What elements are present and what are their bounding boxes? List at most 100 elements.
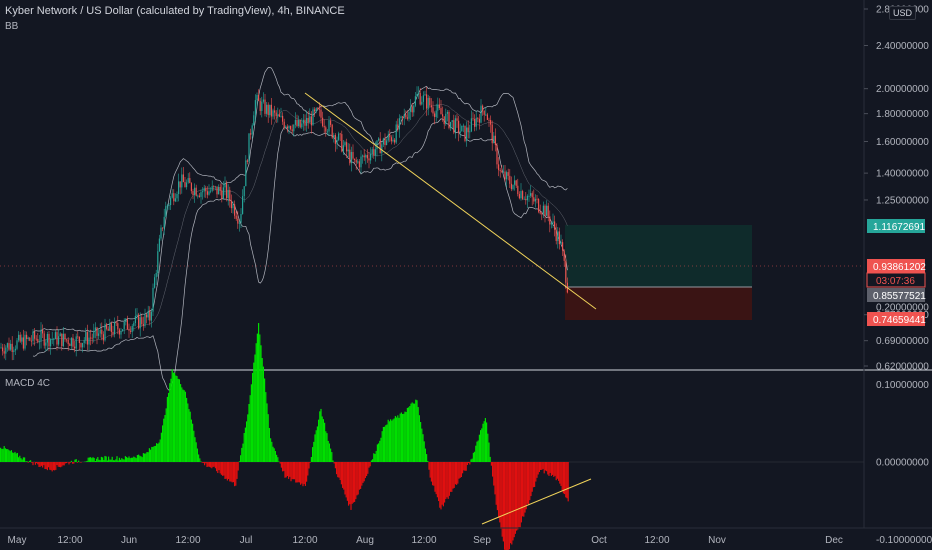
macd-bar (460, 462, 462, 478)
time-axis-tick: 12:00 (175, 535, 200, 546)
candle-body (515, 180, 517, 186)
macd-bar (374, 454, 376, 462)
time-axis-tick: 12:00 (411, 535, 436, 546)
macd-bar (326, 433, 328, 462)
macd-bar (386, 424, 388, 462)
macd-bar (520, 462, 522, 523)
macd-bar (555, 462, 557, 481)
macd-bar (66, 462, 68, 464)
candle-body (309, 116, 311, 123)
macd-bar (516, 462, 518, 531)
time-axis-tick: 12:00 (644, 535, 669, 546)
price-scale-tick: 1.25000000 (876, 195, 929, 206)
macd-bar (183, 390, 185, 462)
macd-bar (475, 445, 477, 462)
price-scale-tick: 2.40000000 (876, 41, 929, 52)
candle-body (424, 94, 426, 96)
macd-bar (235, 462, 237, 486)
candle-body (2, 347, 4, 352)
candle-body (246, 160, 248, 162)
macd-bar (313, 441, 315, 462)
chart-title: Kyber Network / US Dollar (calculated by… (5, 5, 345, 17)
candle-body (534, 198, 536, 202)
macd-bar (169, 383, 171, 462)
macd-bar (498, 462, 500, 518)
candle-body (352, 151, 354, 159)
candle-body (54, 332, 56, 339)
candle-body (14, 348, 16, 351)
candle-body (542, 205, 544, 214)
candle-body (224, 183, 226, 188)
macd-bar (309, 462, 311, 463)
macd-bar (195, 442, 197, 462)
macd-bar (297, 462, 299, 483)
candle-body (254, 100, 256, 116)
price-tag-stop-loss: 0.74659441 (867, 312, 926, 326)
indicator-label-macd[interactable]: MACD 4C (5, 378, 51, 389)
candle-body (82, 343, 84, 348)
macd-bar (507, 462, 509, 550)
price-scale-tick: 0.62000000 (876, 362, 929, 373)
candle-body (430, 105, 432, 108)
candle-body (328, 120, 330, 132)
macd-bar (280, 462, 282, 468)
macd-bar (20, 458, 22, 462)
macd-bar (74, 459, 76, 462)
candle-body (483, 110, 485, 115)
candle-body (450, 121, 452, 129)
macd-bar (388, 421, 390, 462)
macd-bar (393, 418, 395, 462)
macd-bar (268, 428, 270, 462)
macd-bar (435, 462, 437, 495)
candle-body (34, 331, 36, 339)
indicator-label-bb[interactable]: BB (5, 21, 19, 32)
macd-bar (99, 460, 101, 462)
candle-body (179, 181, 181, 188)
macd-bar (184, 391, 186, 462)
macd-bar (129, 458, 131, 462)
candle-body (107, 328, 109, 331)
candle-body (234, 204, 236, 216)
macd-bar (56, 462, 58, 466)
candle-body (336, 139, 338, 144)
macd-scale-tick: 0.00000000 (876, 458, 929, 469)
macd-bar (430, 462, 432, 482)
macd-bar (43, 462, 45, 466)
currency-badge[interactable]: USD (889, 6, 917, 20)
macd-bar (318, 419, 320, 462)
macd-bar (426, 454, 428, 462)
trendline-price[interactable] (304, 92, 597, 310)
stop-zone[interactable] (565, 287, 752, 320)
time-axis[interactable]: May 12:00 Jun 12:00 Jul 12:00 Aug 12:00 Sep Oct 12… (8, 535, 843, 546)
macd-bar (315, 430, 317, 462)
macd-bar (105, 456, 107, 462)
candle-body (86, 332, 88, 345)
macd-bar (158, 442, 160, 462)
candle-body (434, 113, 436, 117)
macd-bar (187, 403, 189, 462)
candle-body (22, 337, 24, 349)
macd-bar (139, 455, 141, 462)
macd-bar (166, 396, 168, 462)
candle-body (458, 120, 460, 133)
price-tag-countdown-text: 03:07:36 (876, 276, 915, 287)
candle-body (525, 198, 527, 201)
candlestick-series (0, 86, 568, 361)
macd-bar (194, 437, 196, 462)
macd-bar (553, 462, 555, 477)
candle-body (331, 124, 333, 138)
candle-body (173, 193, 175, 202)
target-zone[interactable] (565, 225, 752, 287)
macd-bar (60, 462, 62, 468)
candle-body (94, 327, 96, 332)
candle-body (510, 183, 512, 190)
macd-bar (416, 400, 418, 462)
macd-bar (62, 462, 64, 466)
macd-bar (229, 462, 231, 482)
trendline-macd[interactable] (481, 478, 592, 525)
macd-bar (454, 462, 456, 485)
macd-bar (484, 418, 486, 462)
candle-body (530, 193, 532, 196)
macd-bar (247, 414, 249, 462)
